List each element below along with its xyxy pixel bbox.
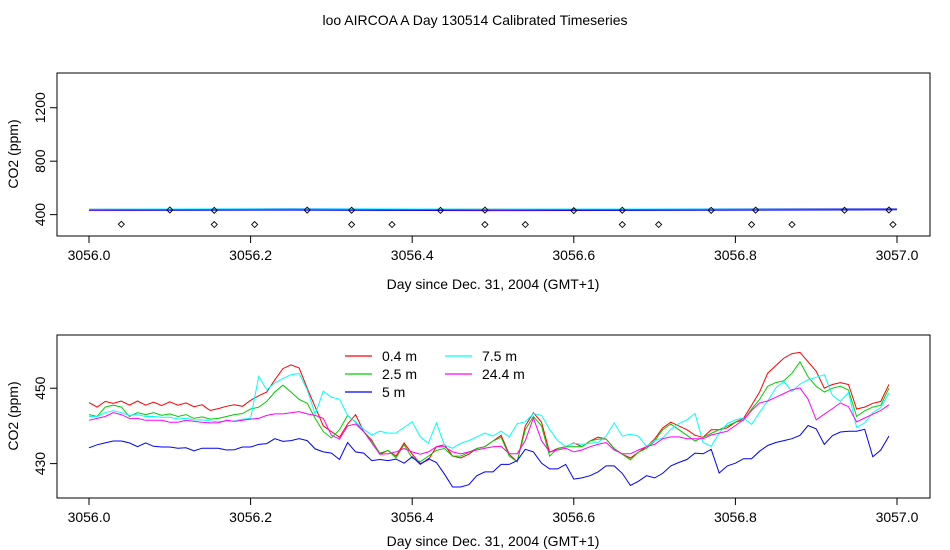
lower-y-axis-label: CO2 (ppm) xyxy=(5,381,21,450)
upper-x-tick-label: 3056.4 xyxy=(391,247,434,263)
calibration-marker xyxy=(388,220,396,229)
lower-x-tick-label: 3056.4 xyxy=(391,509,434,525)
upper-series-line-series-4 xyxy=(88,208,898,211)
lower-x-axis-label: Day since Dec. 31, 2004 (GMT+1) xyxy=(387,533,600,549)
upper-series-group xyxy=(88,208,898,212)
upper-x-tick-label: 3056.6 xyxy=(552,247,595,263)
upper-x-tick-label: 3056.8 xyxy=(714,247,757,263)
legend-label-5m: 5 m xyxy=(382,384,405,400)
lower-series-line-7-5-m xyxy=(89,372,890,449)
calibration-marker xyxy=(521,220,529,229)
figure-title: loo AIRCOA A Day 130514 Calibrated Times… xyxy=(322,12,627,28)
calibration-marker xyxy=(889,220,897,229)
calibration-marker xyxy=(166,206,174,214)
legend-label-24-4m: 24.4 m xyxy=(482,366,525,382)
calibration-marker xyxy=(481,220,489,229)
calibration-marker xyxy=(788,220,796,229)
upper-panel: 3056.0 3056.2 3056.4 3056.6 3056.8 3057.0 400… xyxy=(5,72,931,292)
calibration-marker xyxy=(251,220,259,229)
calibration-marker xyxy=(303,206,311,214)
calibration-marker xyxy=(481,206,489,214)
upper-x-tick-label: 3056.2 xyxy=(229,247,272,263)
legend-label-7-5m: 7.5 m xyxy=(482,348,517,364)
lower-x-tick-label: 3056.2 xyxy=(229,509,272,525)
upper-x-tick-label: 3056.0 xyxy=(68,247,111,263)
lower-series-group xyxy=(88,351,890,488)
lower-series-line-24-4-m xyxy=(88,387,890,455)
legend-label-2-5m: 2.5 m xyxy=(382,366,417,382)
calibration-marker xyxy=(618,220,626,229)
calibration-marker xyxy=(840,206,849,214)
lower-y-tick-label: 430 xyxy=(32,452,48,476)
calibration-marker xyxy=(751,206,760,214)
calibration-marker xyxy=(117,220,125,228)
calibration-marker xyxy=(436,206,445,214)
calibration-marker xyxy=(210,220,218,229)
upper-plot-frame xyxy=(56,72,931,237)
calibration-marker xyxy=(210,206,218,214)
upper-markers-group xyxy=(117,206,897,229)
calibration-marker xyxy=(570,206,578,215)
lower-y-tick-label: 450 xyxy=(32,376,48,400)
calibration-marker xyxy=(347,220,356,229)
upper-y-axis: 400 800 1200 xyxy=(32,92,58,227)
lower-x-tick-label: 3056.6 xyxy=(552,509,595,525)
lower-x-axis: 3056.0 3056.2 3056.4 3056.6 3056.8 3057.0 xyxy=(68,497,919,525)
legend: 0.4 m 2.5 m 5 m 7.5 m 24.4 m xyxy=(345,348,525,400)
upper-x-axis: 3056.0 3056.2 3056.4 3056.6 3056.8 3057.0 xyxy=(68,235,919,263)
calibration-marker xyxy=(347,206,356,214)
lower-panel: 3056.0 3056.2 3056.4 3056.6 3056.8 3057.0 430… xyxy=(5,334,931,549)
upper-series-line-series-2 xyxy=(88,209,898,212)
calibration-marker xyxy=(707,206,715,214)
calibration-marker xyxy=(885,206,893,214)
upper-y-tick-label: 400 xyxy=(32,203,48,227)
upper-y-tick-label: 800 xyxy=(32,149,48,173)
lower-y-axis: 430 450 xyxy=(32,376,58,476)
lower-x-tick-label: 3057.0 xyxy=(876,509,919,525)
lower-x-tick-label: 3056.0 xyxy=(68,509,111,525)
upper-y-tick-label: 1200 xyxy=(32,92,48,123)
calibration-marker xyxy=(618,206,626,214)
calibration-marker xyxy=(655,220,663,229)
upper-x-tick-label: 3057.0 xyxy=(876,247,919,263)
lower-series-line-5-m xyxy=(88,424,890,488)
lower-x-tick-label: 3056.8 xyxy=(714,509,757,525)
legend-label-0-4m: 0.4 m xyxy=(382,348,417,364)
lower-series-line-2-5-m xyxy=(88,360,890,463)
calibration-marker xyxy=(747,220,756,229)
upper-x-axis-label: Day since Dec. 31, 2004 (GMT+1) xyxy=(387,276,600,292)
upper-y-axis-label: CO2 (ppm) xyxy=(5,119,21,188)
